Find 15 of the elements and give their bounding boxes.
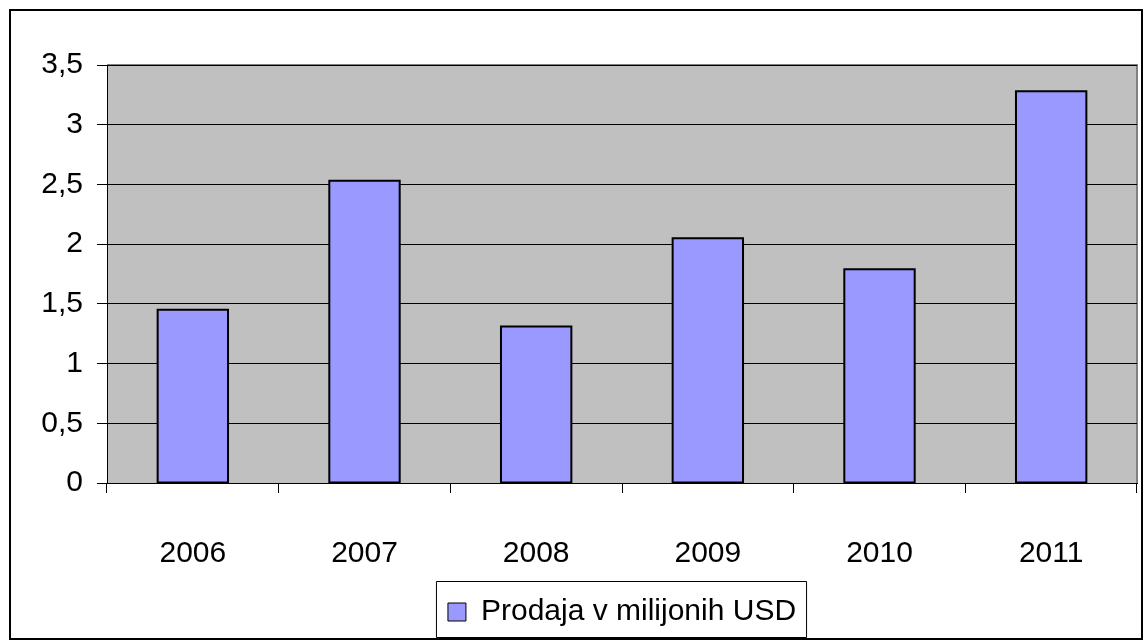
x-tick-label: 2009	[674, 535, 742, 569]
x-tick-label: 2010	[846, 535, 913, 569]
x-tick-label: 2011	[1018, 535, 1084, 569]
y-tick-label: 3,5	[41, 46, 83, 80]
y-tick-label: 2,5	[41, 165, 83, 199]
legend-label: Prodaja v milijonih USD	[480, 593, 797, 627]
y-tick-label: 1	[66, 344, 83, 378]
x-tick-label: 2006	[159, 535, 227, 569]
y-tick-label: 0,5	[41, 404, 83, 438]
x-tick-label: 2007	[331, 535, 398, 569]
y-tick-label: 2	[66, 225, 83, 259]
y-tick-label: 3	[66, 105, 83, 139]
y-tick-label: 0	[66, 464, 83, 498]
x-tick-label: 2008	[502, 535, 570, 569]
y-tick-label: 1,5	[41, 285, 83, 319]
